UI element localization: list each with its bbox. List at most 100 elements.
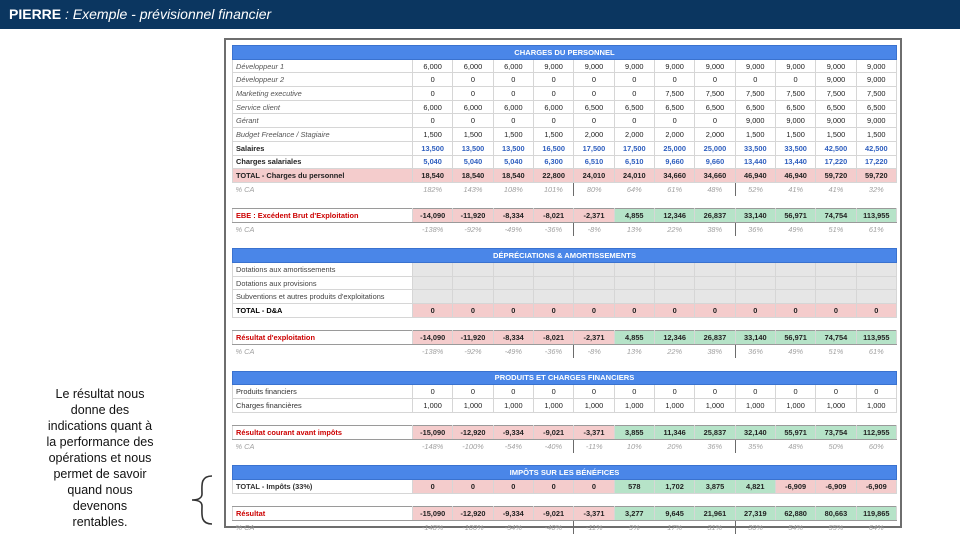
- value-cell: 6,500: [734, 99, 776, 115]
- value-cell: 108%: [503, 184, 523, 194]
- value-cell: 6,000: [452, 58, 494, 74]
- value-cell: -8,021: [532, 330, 575, 346]
- value-cell: 6,500: [774, 99, 817, 115]
- empty-cell: [855, 262, 898, 277]
- value-cell: 9,000: [815, 58, 857, 74]
- value-cell: -8%: [573, 344, 615, 358]
- value-cell: 6,500: [573, 99, 615, 115]
- section-title: IMPÔTS SUR LES BÉNÉFICES: [232, 465, 897, 480]
- empty-cell: [613, 275, 655, 291]
- value-cell: 143%: [463, 184, 483, 194]
- row-label: % CA: [235, 184, 255, 194]
- value-cell: 74,754: [815, 330, 857, 346]
- value-cell: 36%: [734, 222, 776, 236]
- value-cell: 1,000: [452, 397, 494, 413]
- value-cell: 48%: [788, 441, 804, 451]
- table-body: CHARGES DU PERSONNEL Développeur 1 6,000 6,…: [232, 45, 898, 534]
- value-cell: 22%: [667, 224, 683, 234]
- value-cell: 1,500: [532, 127, 575, 142]
- value-cell: 0: [653, 303, 696, 318]
- row-label: Dotations aux provisions: [232, 275, 413, 291]
- value-cell: 6,300: [532, 154, 575, 170]
- total-dna-row: TOTAL - D&A 0 0 0 0 0 0 0 0 0 0 0 0: [232, 303, 898, 318]
- empty-cell: [492, 262, 534, 277]
- value-cell: 0: [532, 113, 575, 129]
- value-cell: 4,821: [734, 479, 776, 494]
- value-cell: 9,645: [653, 506, 696, 522]
- empty-cell: [613, 262, 655, 277]
- resultat-courant-row: Résultat courant avant impôts -15,090 -12,…: [232, 425, 898, 440]
- financial-forecast-table: CHARGES DU PERSONNEL Développeur 1 6,000 6,…: [232, 45, 898, 534]
- value-cell: 35%: [734, 439, 776, 453]
- spacer-row: [232, 195, 897, 209]
- value-cell: 6,000: [411, 58, 454, 74]
- table-row: Charges financières 1,000 1,000 1,000 1,000 1…: [232, 397, 898, 413]
- value-cell: -11%: [573, 520, 615, 534]
- row-label: TOTAL - Impôts (33%): [232, 479, 413, 494]
- value-cell: 5,040: [452, 154, 494, 170]
- value-cell: 0: [492, 384, 534, 399]
- value-cell: 80,663: [815, 506, 857, 522]
- value-cell: 51%: [828, 224, 844, 234]
- value-cell: 9,000: [855, 58, 898, 74]
- value-cell: 12,346: [653, 330, 696, 346]
- value-cell: 0: [411, 72, 454, 88]
- value-cell: 60%: [868, 441, 884, 451]
- value-cell: 0: [815, 303, 857, 318]
- title-name: PIERRE: [9, 6, 62, 22]
- empty-cell: [411, 262, 454, 277]
- value-cell: 54%: [788, 522, 804, 532]
- empty-cell: [694, 262, 736, 277]
- value-cell: 26,837: [694, 330, 736, 346]
- value-cell: 73,754: [815, 425, 857, 440]
- value-cell: 119,865: [855, 506, 898, 522]
- value-cell: 0: [573, 479, 615, 494]
- value-cell: 0: [774, 303, 817, 318]
- value-cell: 6,510: [573, 154, 615, 170]
- value-cell: 112,955: [855, 425, 898, 440]
- value-cell: 24,010: [573, 168, 615, 183]
- total-personnel-row: TOTAL - Charges du personnel 18,540 18,540…: [232, 168, 898, 183]
- value-cell: 0: [452, 86, 494, 101]
- value-cell: 18,540: [492, 168, 534, 183]
- spacer-row: [232, 357, 897, 371]
- value-cell: -6,909: [774, 479, 817, 494]
- empty-cell: [855, 275, 898, 291]
- row-label: Marketing executive: [232, 86, 413, 101]
- empty-cell: [815, 275, 857, 291]
- value-cell: 1,500: [492, 127, 534, 142]
- value-cell: -36%: [544, 224, 563, 234]
- row-label: Subventions et autres produits d'exploit…: [232, 289, 413, 305]
- value-cell: 0: [532, 72, 575, 88]
- value-cell: 7,500: [774, 86, 817, 101]
- row-label: Gérant: [232, 113, 413, 129]
- value-cell: -54%: [504, 441, 522, 451]
- value-cell: 9,000: [774, 113, 817, 129]
- value-cell: 5,040: [411, 154, 454, 170]
- value-cell: -11,920: [452, 208, 494, 223]
- value-cell: 9,660: [694, 154, 736, 170]
- value-cell: 13%: [626, 346, 642, 356]
- value-cell: 49%: [788, 346, 804, 356]
- value-cell: 0: [573, 113, 615, 129]
- value-cell: 2,000: [653, 127, 696, 142]
- value-cell: 9,000: [774, 58, 817, 74]
- value-cell: 22,800: [532, 168, 575, 183]
- row-label: % CA: [235, 522, 255, 532]
- value-cell: -14,090: [411, 330, 454, 346]
- value-cell: 0: [815, 384, 857, 399]
- value-cell: 21,961: [694, 506, 736, 522]
- value-cell: 36%: [734, 344, 776, 358]
- value-cell: 13%: [626, 224, 642, 234]
- value-cell: 9%: [628, 522, 640, 532]
- row-label: Développeur 1: [232, 58, 413, 74]
- value-cell: 101%: [543, 184, 563, 194]
- table-row: Marketing executive 0 0 0 0 0 0 7,500 7,500 7,500…: [232, 86, 898, 101]
- value-cell: -100%: [462, 522, 484, 532]
- value-cell: 17,500: [573, 140, 615, 156]
- value-cell: 46,940: [774, 168, 817, 183]
- left-curly-brace-icon: [191, 475, 213, 525]
- value-cell: -40%: [544, 522, 563, 532]
- value-cell: 0: [532, 479, 575, 494]
- value-cell: 30%: [734, 520, 776, 534]
